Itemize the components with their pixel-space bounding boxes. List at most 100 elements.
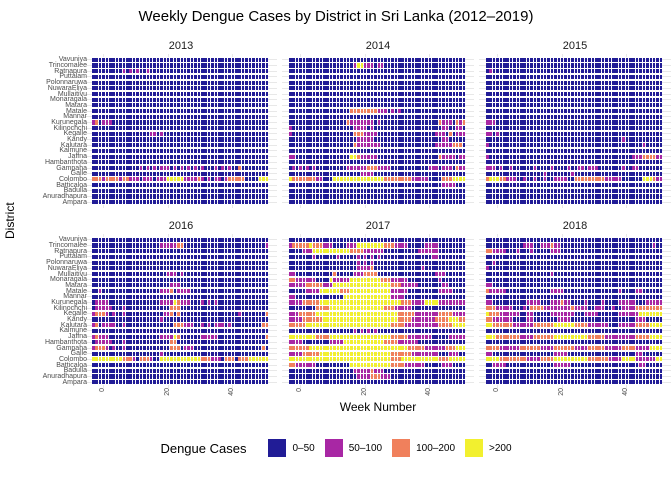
heatmap-tile	[615, 91, 618, 97]
heatmap-tile	[146, 103, 149, 108]
heatmap-tile	[166, 171, 170, 176]
heatmap-tile	[170, 277, 173, 282]
heatmap-tile	[160, 114, 163, 119]
heatmap-tile	[625, 57, 629, 62]
heatmap-tile	[428, 126, 432, 131]
heatmap-tile	[126, 160, 129, 165]
heatmap-row	[92, 86, 269, 91]
heatmap-tile	[608, 194, 612, 199]
heatmap-tile	[122, 177, 126, 182]
heatmap-tile	[377, 120, 381, 125]
heatmap-tile	[581, 131, 584, 136]
heatmap-tile	[235, 194, 238, 199]
heatmap-tile	[149, 171, 153, 176]
heatmap-tile	[415, 120, 418, 125]
heatmap-tile	[608, 200, 612, 205]
heatmap-tile	[122, 86, 126, 91]
heatmap-tile	[163, 148, 167, 153]
heatmap-tile	[119, 294, 122, 299]
heatmap-tile	[571, 126, 574, 131]
heatmap-tile	[105, 69, 109, 74]
heatmap-tile	[183, 277, 187, 282]
y-axis-district-label: Matara	[65, 101, 87, 109]
heatmap-tile	[323, 143, 326, 148]
heatmap-tile	[333, 126, 336, 131]
heatmap-tile	[139, 131, 143, 136]
heatmap-tile	[601, 148, 605, 153]
heatmap-tile	[329, 91, 333, 97]
heatmap-tile	[459, 177, 462, 182]
heatmap-tile	[520, 154, 523, 159]
heatmap-tile	[231, 237, 235, 242]
heatmap-tile	[112, 289, 115, 294]
heatmap-tile	[462, 148, 466, 153]
heatmap-tile	[618, 154, 622, 159]
heatmap-tile	[265, 249, 269, 254]
heatmap-tile	[526, 160, 530, 165]
heatmap-tile	[166, 183, 170, 188]
heatmap-tile	[452, 97, 455, 102]
heatmap-tile	[523, 137, 526, 142]
heatmap-tile	[557, 114, 561, 119]
heatmap-tile	[119, 74, 122, 79]
heatmap-tile	[132, 97, 136, 102]
heatmap-tile	[329, 57, 333, 62]
heatmap-tile	[449, 57, 452, 62]
heatmap-tile	[201, 171, 204, 176]
heatmap-tile	[190, 126, 194, 131]
heatmap-tile	[622, 165, 625, 171]
heatmap-tile	[574, 114, 578, 119]
heatmap-tile	[503, 165, 506, 171]
heatmap-tile	[146, 57, 149, 62]
heatmap-tile	[194, 254, 197, 259]
heatmap-tile	[235, 86, 238, 91]
heatmap-tile	[292, 97, 295, 102]
heatmap-tile	[530, 188, 533, 193]
heatmap-tile	[635, 148, 639, 153]
heatmap-tile	[252, 171, 255, 176]
heatmap-tile	[380, 160, 384, 165]
heatmap-tile	[584, 194, 588, 199]
heatmap-tile	[571, 63, 574, 68]
heatmap-tile	[190, 86, 194, 91]
heatmap-tile	[306, 97, 309, 102]
heatmap-tile	[153, 69, 156, 74]
heatmap-tile	[302, 200, 306, 205]
heatmap-tile	[622, 91, 625, 97]
heatmap-tile	[567, 109, 571, 114]
heatmap-tile	[228, 177, 231, 182]
heatmap-tile	[224, 148, 228, 153]
heatmap-tile	[588, 86, 591, 91]
heatmap-tile	[408, 91, 411, 97]
heatmap-tile	[122, 183, 126, 188]
heatmap-tile	[411, 137, 415, 142]
heatmap-tile	[370, 91, 374, 97]
heatmap-tile	[115, 171, 119, 176]
heatmap-tile	[115, 183, 119, 188]
heatmap-tile	[115, 86, 119, 91]
heatmap-tile	[187, 171, 190, 176]
heatmap-tile	[194, 188, 197, 193]
heatmap-tile	[642, 74, 646, 79]
heatmap-tile	[584, 131, 588, 136]
y-axis-district-label: Anuradhapura	[42, 192, 87, 200]
heatmap-tile	[187, 188, 190, 193]
heatmap-tile	[401, 188, 404, 193]
heatmap-tile	[336, 131, 340, 136]
heatmap-tile	[415, 74, 418, 79]
heatmap-tile	[435, 177, 438, 182]
heatmap-tile	[584, 69, 588, 74]
heatmap-tile	[204, 63, 207, 68]
heatmap-tile	[231, 165, 235, 171]
heatmap-tile	[540, 188, 543, 193]
heatmap-tile	[350, 183, 353, 188]
heatmap-tile	[520, 63, 523, 68]
heatmap-tile	[656, 74, 659, 79]
heatmap-tile	[156, 103, 160, 108]
heatmap-tile	[516, 148, 520, 153]
heatmap-tile	[523, 160, 526, 165]
heatmap-tile	[398, 57, 401, 62]
heatmap-tile	[126, 131, 129, 136]
heatmap-tile	[363, 63, 367, 68]
heatmap-tile	[149, 306, 153, 311]
